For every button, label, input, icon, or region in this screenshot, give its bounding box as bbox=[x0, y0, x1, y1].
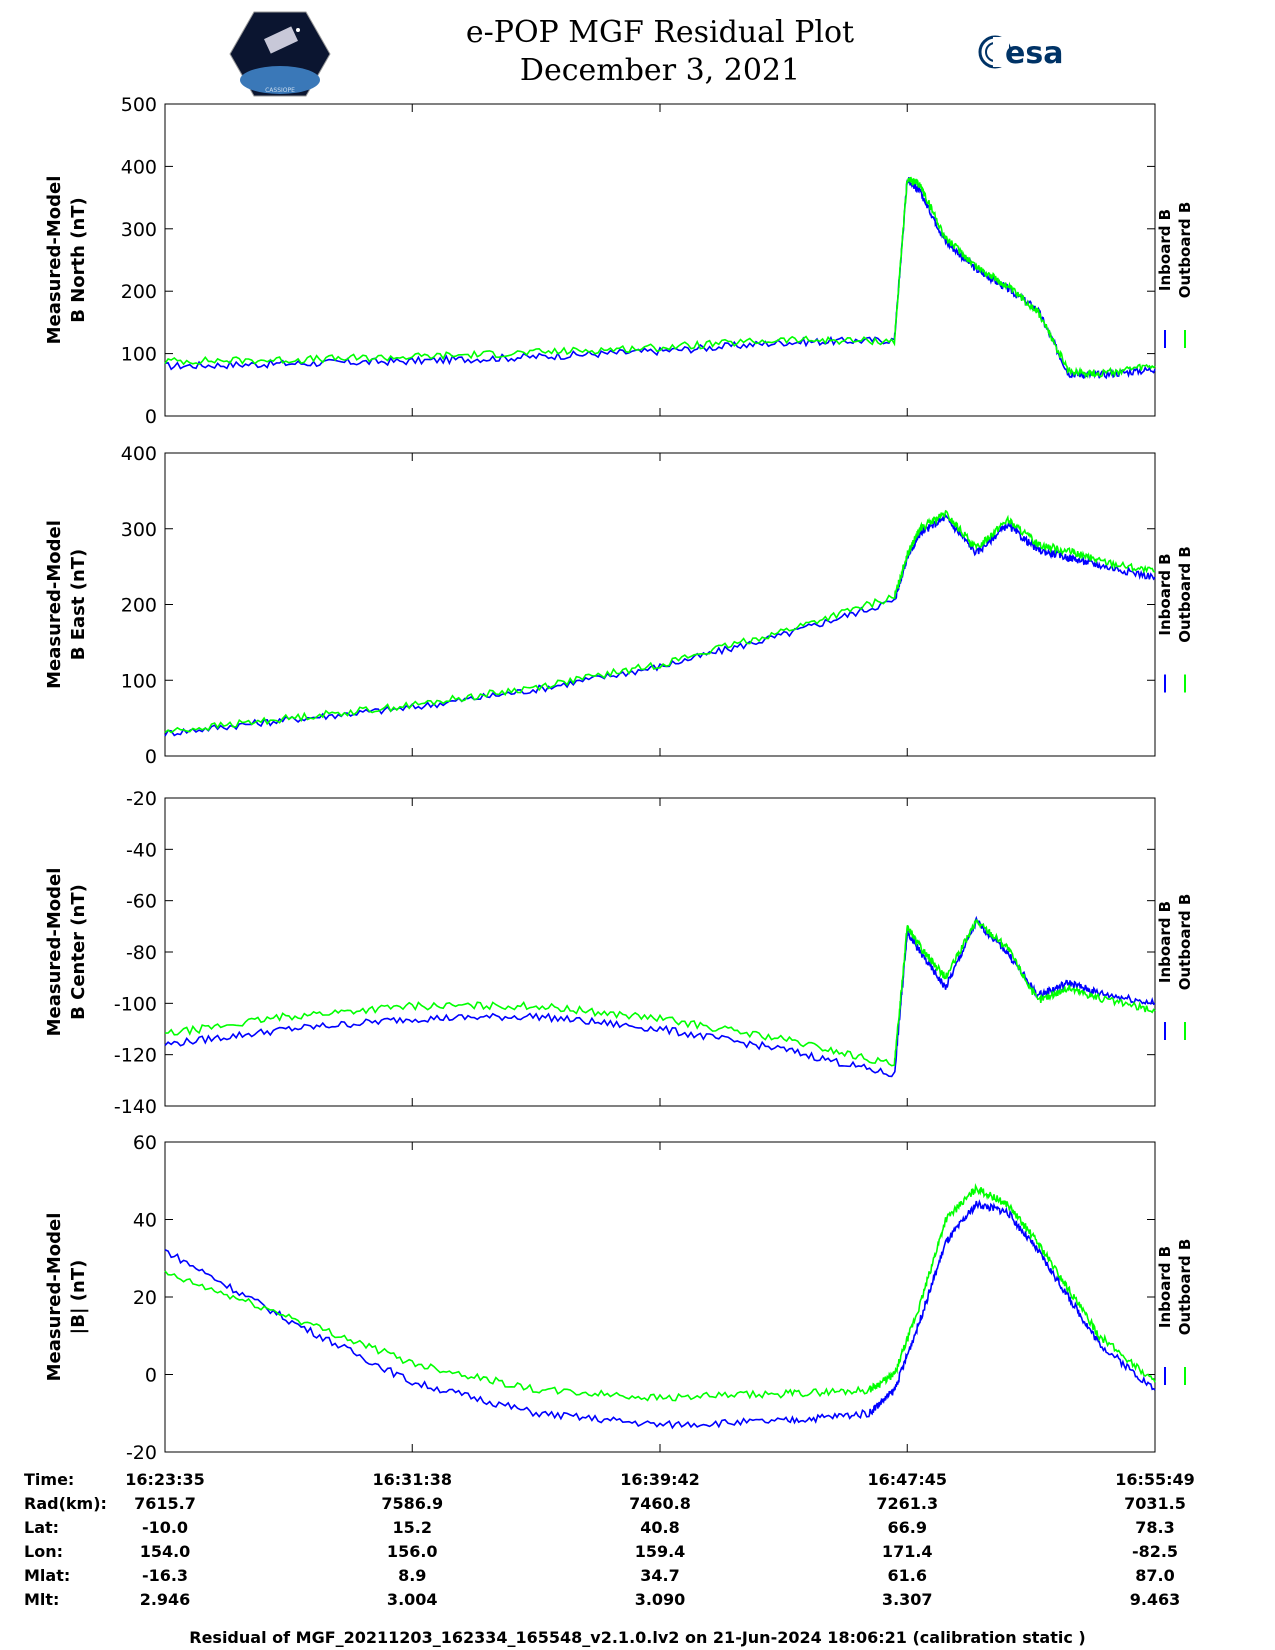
y-tick-label: 100 bbox=[121, 670, 157, 692]
legend-label: Inboard B bbox=[1156, 901, 1174, 983]
info-cell: 34.7 bbox=[640, 1566, 680, 1585]
esa-logo: esa bbox=[975, 30, 1095, 74]
info-cell: -82.5 bbox=[1131, 1542, 1179, 1561]
info-cell: 87.0 bbox=[1135, 1566, 1175, 1585]
info-cell: 9.463 bbox=[1129, 1590, 1181, 1609]
legend-label: Inboard B bbox=[1156, 209, 1174, 291]
info-cell: 3.090 bbox=[634, 1590, 686, 1609]
svg-text:CASSIOPE: CASSIOPE bbox=[265, 87, 295, 94]
info-cell: 40.8 bbox=[640, 1518, 680, 1537]
legend-label: Outboard B bbox=[1176, 202, 1194, 299]
info-cell: 7586.9 bbox=[381, 1494, 444, 1513]
y-tick-label: 0 bbox=[145, 746, 157, 768]
plot-frame-2 bbox=[164, 452, 1156, 757]
y-tick-label: 60 bbox=[133, 1132, 157, 1154]
y-tick-label: -80 bbox=[126, 942, 157, 964]
series-line-inboard bbox=[164, 177, 1156, 380]
legend-label: Outboard B bbox=[1176, 1239, 1194, 1336]
y-axis-label: Measured-Model bbox=[44, 520, 65, 689]
info-cell: 8.9 bbox=[398, 1566, 427, 1585]
plot-frame-1 bbox=[164, 103, 1156, 417]
y-axis-label: B Center (nT) bbox=[68, 884, 89, 1020]
info-row-label: Time: bbox=[24, 1470, 75, 1489]
info-row-label: Rad(km): bbox=[24, 1494, 107, 1513]
y-tick-label: 300 bbox=[121, 219, 157, 241]
plot-frame-4 bbox=[164, 1141, 1156, 1453]
series-line-outboard bbox=[164, 176, 1156, 379]
legend-label: Inboard B bbox=[1156, 1246, 1174, 1328]
info-cell: 16:23:35 bbox=[125, 1470, 205, 1489]
info-cell: 16:47:45 bbox=[867, 1470, 948, 1489]
y-axis-label: Measured-Model bbox=[44, 1213, 65, 1382]
y-tick-label: 40 bbox=[133, 1210, 157, 1232]
cassiope-logo: CASSIOPE bbox=[228, 10, 332, 98]
chart-date: December 3, 2021 bbox=[519, 53, 801, 88]
info-row-label: Mlt: bbox=[24, 1590, 60, 1609]
info-cell: -16.3 bbox=[141, 1566, 189, 1585]
y-tick-label: 300 bbox=[121, 519, 157, 541]
svg-text:esa: esa bbox=[1005, 36, 1063, 71]
info-cell: -10.0 bbox=[141, 1518, 189, 1537]
info-cell: 16:55:49 bbox=[1115, 1470, 1195, 1489]
y-tick-label: 200 bbox=[121, 281, 157, 303]
info-cell: 16:39:42 bbox=[620, 1470, 700, 1489]
ephemeris-table: Time: Rad(km): Lat: Lon: Mlat: Mlt: 16:23:35 76… bbox=[0, 1466, 1275, 1626]
info-cell: 7031.5 bbox=[1124, 1494, 1186, 1513]
info-cell: 171.4 bbox=[881, 1542, 933, 1561]
series-line-outboard bbox=[164, 1182, 1156, 1402]
info-cell: 78.3 bbox=[1135, 1518, 1175, 1537]
legend-label: Outboard B bbox=[1176, 894, 1194, 991]
y-tick-label: -120 bbox=[114, 1045, 157, 1067]
info-cell: 7261.3 bbox=[876, 1494, 939, 1513]
info-cell: 156.0 bbox=[386, 1542, 438, 1561]
info-row-label: Lat: bbox=[24, 1518, 60, 1537]
info-cell: 61.6 bbox=[887, 1566, 927, 1585]
info-cell: 154.0 bbox=[139, 1542, 191, 1561]
info-cell: 2.946 bbox=[139, 1590, 191, 1609]
info-cell: 159.4 bbox=[634, 1542, 686, 1561]
y-axis-label: Measured-Model bbox=[44, 868, 65, 1037]
info-cell: 3.307 bbox=[881, 1590, 933, 1609]
y-tick-label: 100 bbox=[121, 344, 157, 366]
y-tick-label: 0 bbox=[145, 1365, 157, 1387]
y-tick-label: 400 bbox=[121, 156, 157, 178]
info-cell: 7615.7 bbox=[134, 1494, 196, 1513]
info-cell: 7460.8 bbox=[629, 1494, 691, 1513]
y-tick-label: 20 bbox=[133, 1287, 157, 1309]
y-tick-label: -100 bbox=[114, 993, 157, 1015]
y-tick-label: 200 bbox=[121, 595, 157, 617]
y-tick-label: 500 bbox=[121, 94, 157, 116]
y-tick-label: -20 bbox=[126, 1442, 157, 1464]
series-line-inboard bbox=[164, 1199, 1156, 1430]
y-axis-label: B North (nT) bbox=[68, 197, 89, 323]
y-axis-label: |B| (nT) bbox=[68, 1260, 89, 1335]
y-tick-label: 400 bbox=[121, 443, 157, 465]
series-line-outboard bbox=[164, 918, 1156, 1067]
info-row-label: Lon: bbox=[24, 1542, 63, 1561]
series-line-inboard bbox=[164, 513, 1156, 737]
series-line-outboard bbox=[164, 509, 1156, 734]
y-axis-label: Measured-Model bbox=[44, 176, 65, 345]
series-line-inboard bbox=[164, 915, 1156, 1078]
title-block: e-POP MGF Residual Plot December 3, 2021 bbox=[380, 14, 940, 90]
info-cell: 3.004 bbox=[386, 1590, 438, 1609]
info-cell: 15.2 bbox=[392, 1518, 432, 1537]
chart-title: e-POP MGF Residual Plot bbox=[465, 15, 855, 50]
y-axis-label: B East (nT) bbox=[68, 549, 89, 661]
y-tick-label: -140 bbox=[114, 1096, 157, 1118]
legend-label: Inboard B bbox=[1156, 553, 1174, 635]
y-tick-label: -20 bbox=[126, 788, 157, 810]
info-row-label: Mlat: bbox=[24, 1566, 71, 1585]
y-tick-label: -40 bbox=[126, 839, 157, 861]
y-tick-label: -60 bbox=[126, 891, 157, 913]
info-cell: 66.9 bbox=[887, 1518, 927, 1537]
y-tick-label: 0 bbox=[145, 406, 157, 428]
legend-label: Outboard B bbox=[1176, 546, 1194, 643]
info-cell: 16:31:38 bbox=[372, 1470, 453, 1489]
footer-caption: Residual of MGF_20211203_162334_165548_v… bbox=[189, 1628, 1086, 1647]
